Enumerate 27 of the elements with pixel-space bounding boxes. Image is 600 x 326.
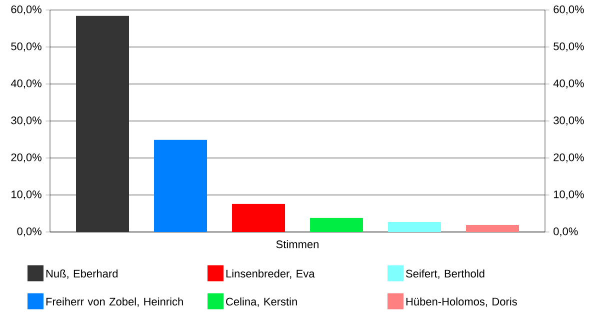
legend-label: Nuß, Eberhard xyxy=(46,269,118,279)
y-tick-label: 20,0% xyxy=(11,153,42,163)
legend-label: Linsenbreder, Eva xyxy=(226,269,315,279)
text: 10,0% xyxy=(554,190,584,200)
legend-label: Freiherr von Zobel, Heinrich xyxy=(46,297,183,307)
y-tick-label: 0,0% xyxy=(17,227,42,237)
text: 50,0% xyxy=(554,42,584,52)
text: 0,0% xyxy=(554,227,578,237)
y-tick-label: 10,0% xyxy=(12,190,42,200)
y-tick-label: 50,0% xyxy=(11,42,42,52)
y-tick-label: 30,0% xyxy=(11,116,42,126)
legend-label: Seifert, Berthold xyxy=(406,269,484,279)
text: 40,0% xyxy=(553,79,584,89)
bar xyxy=(76,16,130,232)
text: 20,0% xyxy=(554,153,584,163)
x-tick-label: Stimmen xyxy=(276,240,318,248)
text: 60,0% xyxy=(554,5,584,15)
legend-label: Hüben-Holomos, Doris xyxy=(406,297,517,307)
text: 30,0% xyxy=(554,116,584,126)
bar xyxy=(388,222,441,232)
y-tick-label: 40,0% xyxy=(10,79,42,89)
bar xyxy=(466,224,519,232)
legend-label: Celina, Kerstin xyxy=(226,297,297,307)
bar xyxy=(154,140,208,232)
y-tick-label: 60,0% xyxy=(11,5,42,15)
bar xyxy=(232,204,285,232)
bar xyxy=(310,218,363,232)
